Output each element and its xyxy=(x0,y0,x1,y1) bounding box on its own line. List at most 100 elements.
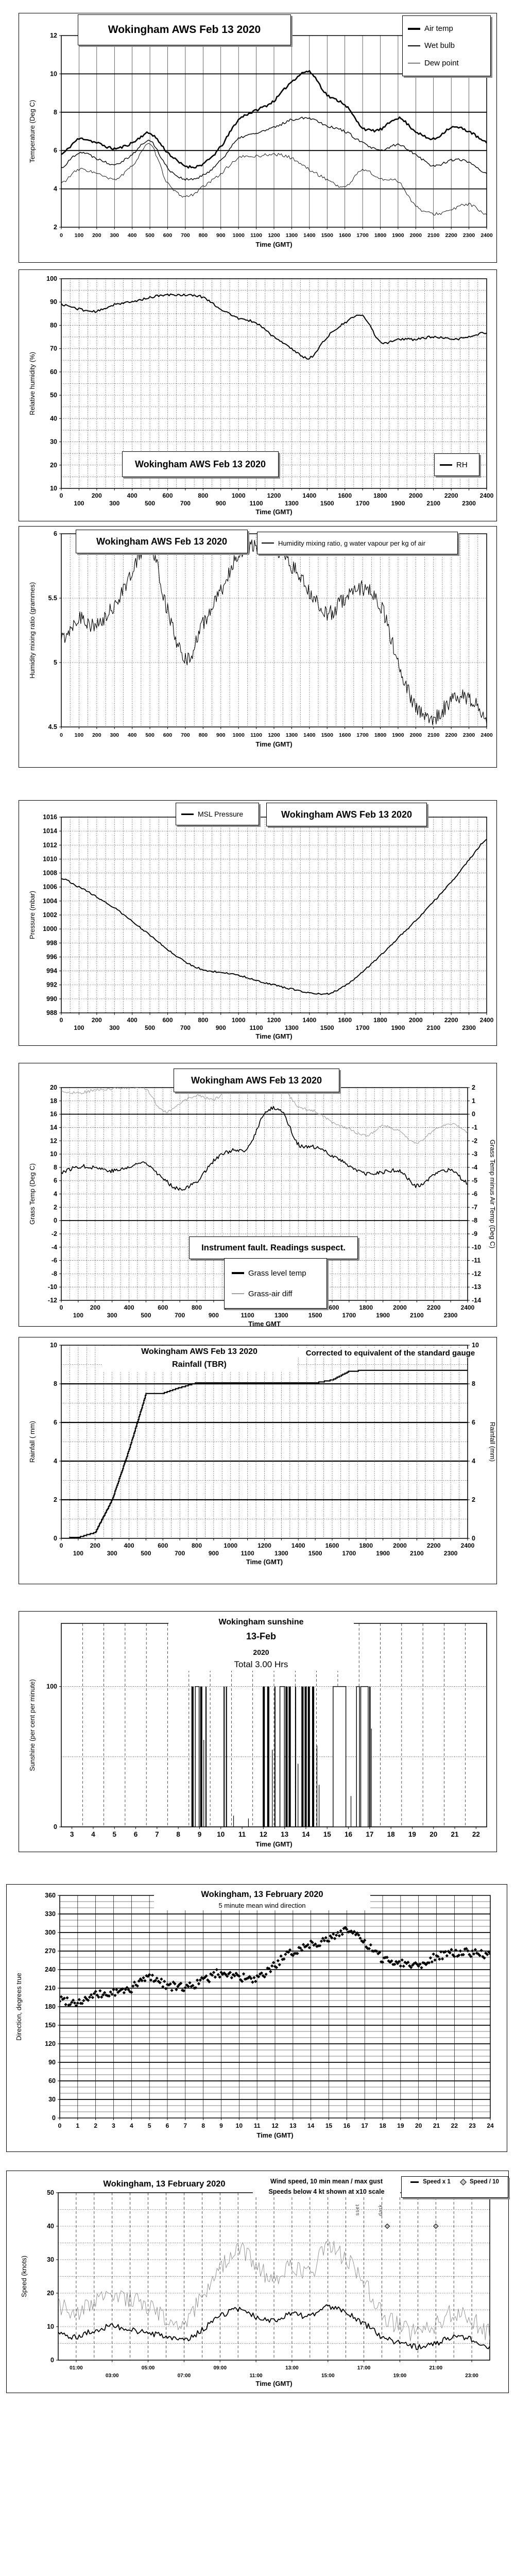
legend-row: Speed x 1 xyxy=(410,2179,451,2185)
svg-text:1700: 1700 xyxy=(356,1024,370,1031)
svg-text:1700: 1700 xyxy=(342,1312,356,1319)
panel-humidity-mixing-ratio: 6 5.5 5 4.5 0 100 200 300 400 500 600 700 800 900 1000… xyxy=(19,526,497,768)
svg-text:150: 150 xyxy=(45,2022,56,2029)
svg-text:1800: 1800 xyxy=(373,1016,387,1024)
svg-text:20: 20 xyxy=(430,1831,437,1838)
svg-text:4: 4 xyxy=(54,185,57,193)
svg-text:-7: -7 xyxy=(472,1204,477,1211)
svg-text:16: 16 xyxy=(345,1831,353,1838)
svg-text:0: 0 xyxy=(50,2357,54,2364)
svg-text:1000: 1000 xyxy=(232,232,245,239)
svg-text:2: 2 xyxy=(54,224,57,231)
svg-text:1600: 1600 xyxy=(338,1016,352,1024)
svg-text:600: 600 xyxy=(158,1304,168,1311)
series-group xyxy=(61,1686,487,1827)
svg-text:400: 400 xyxy=(124,1304,134,1311)
svg-text:2400: 2400 xyxy=(461,1304,475,1311)
svg-text:10: 10 xyxy=(217,1831,225,1838)
svg-text:100: 100 xyxy=(46,275,57,282)
svg-text:Relative humidity (%): Relative humidity (%) xyxy=(28,352,36,415)
svg-text:2300: 2300 xyxy=(444,1312,458,1319)
svg-text:Time (GMT): Time (GMT) xyxy=(256,2131,293,2139)
svg-text:6: 6 xyxy=(472,1419,475,1426)
svg-text:500: 500 xyxy=(145,232,154,239)
svg-text:1200: 1200 xyxy=(267,492,281,499)
svg-text:0: 0 xyxy=(54,1535,57,1542)
instrument-fault-note-box: Instrument fault. Readings suspect. xyxy=(189,1236,358,1259)
svg-text:6: 6 xyxy=(54,147,57,154)
svg-text:0: 0 xyxy=(54,1217,57,1224)
svg-text:800: 800 xyxy=(192,1304,202,1311)
pressure-line-swatch xyxy=(181,813,194,815)
svg-text:0: 0 xyxy=(54,1823,57,1831)
svg-text:Rainfall ( mm): Rainfall ( mm) xyxy=(28,1421,36,1463)
msl-pressure-title-box: Wokingham AWS Feb 13 2020 xyxy=(266,803,427,826)
svg-text:13: 13 xyxy=(289,2122,297,2129)
relative-humidity-svg: 100 90 80 70 60 50 40 30 20 100 200 400 600 800 1000 12… xyxy=(28,275,494,516)
svg-text:4: 4 xyxy=(472,1458,475,1465)
air-temperature-title-box: Wokingham AWS Feb 13 2020 xyxy=(78,14,291,45)
sunshine-total: Total 3.00 Hrs xyxy=(234,1659,288,1669)
svg-text:5: 5 xyxy=(112,1831,116,1838)
chart-title: Wokingham, 13 February 2020 xyxy=(201,1890,323,1899)
legend-label-mixing-ratio: Humidity mixing ratio, g water vapour pe… xyxy=(278,539,426,547)
svg-text:300: 300 xyxy=(109,1024,119,1031)
wind-direction-plot: 360 330 300 270 240 210 180 150 120 90 60 30 0 0 1 2 3 4 5… xyxy=(7,1885,507,2151)
legend-label-grass-air-diff: Grass-air diff xyxy=(248,1289,293,1298)
svg-text:2000: 2000 xyxy=(393,1542,407,1549)
svg-text:2200: 2200 xyxy=(427,1542,441,1549)
svg-text:2100: 2100 xyxy=(426,1024,440,1031)
svg-text:1100: 1100 xyxy=(250,232,262,239)
svg-text:13:00: 13:00 xyxy=(285,2365,299,2371)
legend-row: Grass-air diff xyxy=(232,1283,293,1304)
svg-text:7: 7 xyxy=(183,2122,187,2129)
svg-text:19:00: 19:00 xyxy=(393,2373,407,2379)
svg-text:2400: 2400 xyxy=(480,1016,494,1024)
svg-text:21: 21 xyxy=(433,2122,440,2129)
svg-text:200: 200 xyxy=(92,1016,102,1024)
svg-text:2300: 2300 xyxy=(463,732,475,738)
svg-text:1016: 1016 xyxy=(43,814,57,821)
svg-text:1600: 1600 xyxy=(325,1304,339,1311)
svg-text:0: 0 xyxy=(472,1535,475,1542)
series-Max gust xyxy=(58,2241,490,2342)
axis-labels: 50 40 30 20 10 0 01:00 05:00 09:00 13:00 17:00 21:0… xyxy=(20,2189,478,2387)
series-Air temp xyxy=(61,70,487,169)
svg-text:1900: 1900 xyxy=(391,500,405,507)
panel-sunshine: 100 0 3 4 5 6 7 8 9 10 11 12 13 14 15 16 17 18 19 20 21 22 Tim… xyxy=(19,1611,497,1852)
humidity-mixing-ratio-svg: 6 5.5 5 4.50 100 200 300 400 500 600 700 800 900 1000… xyxy=(28,530,493,748)
legend-label-wet-bulb: Wet bulb xyxy=(424,41,455,50)
series-Dew point xyxy=(61,143,487,216)
svg-text:1200: 1200 xyxy=(268,732,280,738)
chart-title: Wokingham sunshine xyxy=(218,1618,304,1626)
svg-text:0: 0 xyxy=(472,1111,475,1118)
legend-row: RH xyxy=(440,461,468,469)
svg-text:18: 18 xyxy=(387,1831,396,1838)
panel-wind-speed: 50 40 30 20 10 0 01:00 05:00 09:00 13:00 17:00 21:0… xyxy=(6,2171,509,2393)
gridlines xyxy=(61,817,487,1013)
svg-text:14: 14 xyxy=(302,1831,310,1838)
svg-text:20: 20 xyxy=(415,2122,422,2129)
svg-text:500: 500 xyxy=(145,1024,155,1031)
svg-text:1700: 1700 xyxy=(356,232,369,239)
svg-text:-8: -8 xyxy=(52,1270,57,1277)
chart-title: Wokingham AWS Feb 13 2020 xyxy=(141,1347,258,1356)
svg-text:1000: 1000 xyxy=(224,1542,237,1549)
svg-text:800: 800 xyxy=(198,1016,208,1024)
svg-text:900: 900 xyxy=(216,232,226,239)
svg-text:700: 700 xyxy=(180,1024,191,1031)
svg-text:0: 0 xyxy=(60,232,63,239)
svg-text:80: 80 xyxy=(50,321,57,329)
svg-text:01:00: 01:00 xyxy=(70,2365,83,2371)
svg-text:300: 300 xyxy=(110,232,119,239)
grass-temperature-legend: Grass level temp Grass-air diff xyxy=(224,1258,327,1309)
svg-text:1800: 1800 xyxy=(373,492,387,499)
relative-humidity-legend: RH xyxy=(434,453,479,476)
svg-text:100: 100 xyxy=(73,1550,83,1557)
wind-speed-svg: 50 40 30 20 10 0 01:00 05:00 09:00 13:00 17:00 21:0… xyxy=(20,2189,490,2387)
svg-text:1600: 1600 xyxy=(338,492,352,499)
svg-text:240: 240 xyxy=(45,1966,56,1973)
svg-text:3: 3 xyxy=(112,2122,115,2129)
